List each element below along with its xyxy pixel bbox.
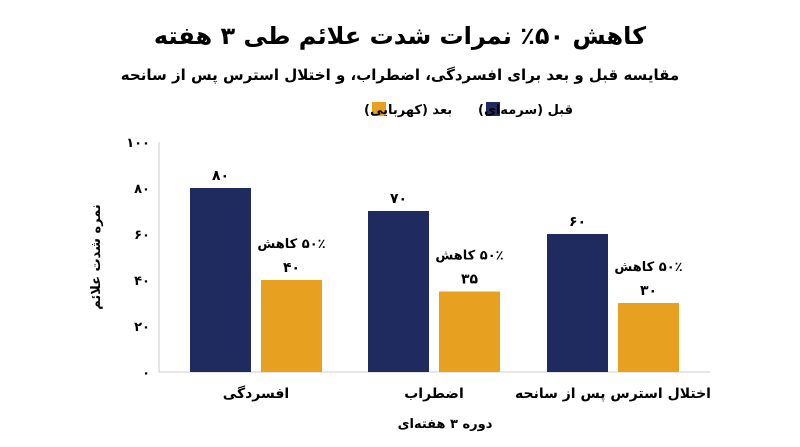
chart-subtitle: مقایسه قبل و بعد برای افسردگی، اضطراب، و… <box>121 66 679 85</box>
bar-before <box>547 234 608 372</box>
y-tick-label: ۶۰ <box>134 228 150 243</box>
x-axis-title: دوره ۳ هفته‌ای <box>398 417 493 432</box>
data-label: ۳۰ <box>640 283 657 299</box>
reduction-annotation: ۵۰٪ کاهش <box>257 237 325 252</box>
y-tick-label: ۲۰ <box>134 320 150 335</box>
data-label: ۳۵ <box>461 272 479 288</box>
y-tick-label: ۰ <box>142 366 150 381</box>
y-axis-title: نمره شدت علائم <box>89 204 104 310</box>
legend-label-after: بعد (کهربایی) <box>364 103 452 118</box>
data-label: ۷۰ <box>390 191 407 207</box>
bar-before <box>368 211 429 372</box>
category-label: اختلال استرس پس از سانحه <box>515 386 711 402</box>
y-tick-label: ۴۰ <box>134 274 150 289</box>
reduction-annotation: ۵۰٪ کاهش <box>614 260 682 275</box>
category-label: افسردگی <box>223 385 289 402</box>
y-tick-label: ۸۰ <box>134 182 150 197</box>
bar-before <box>190 188 251 372</box>
bar-after <box>261 280 322 372</box>
data-label: ۶۰ <box>569 214 586 230</box>
reduction-annotation: ۵۰٪ کاهش <box>435 249 503 264</box>
legend-swatch-after <box>372 102 386 116</box>
legend: قبل (سرمه‌ای) بعد (کهربایی) <box>364 102 573 118</box>
chart-title: کاهش ۵۰٪ نمرات شدت علائم طی ۳ هفته <box>154 22 646 50</box>
plot-area: ۰ ۲۰ ۴۰ ۶۰ ۸۰ ۱۰۰ ۸۰ ۴۰ ۵۰٪ کاهش افسردگی ۷۰ ۳۵ ۵۰٪ ک… <box>126 136 711 402</box>
bar-after <box>618 303 679 372</box>
y-tick-label: ۱۰۰ <box>126 136 150 151</box>
bar-after <box>439 291 500 372</box>
legend-label-before: قبل (سرمه‌ای) <box>478 103 573 118</box>
data-label: ۴۰ <box>283 260 300 276</box>
legend-swatch-before <box>486 102 500 116</box>
category-label: اضطراب <box>404 386 464 402</box>
data-label: ۸۰ <box>212 168 229 184</box>
